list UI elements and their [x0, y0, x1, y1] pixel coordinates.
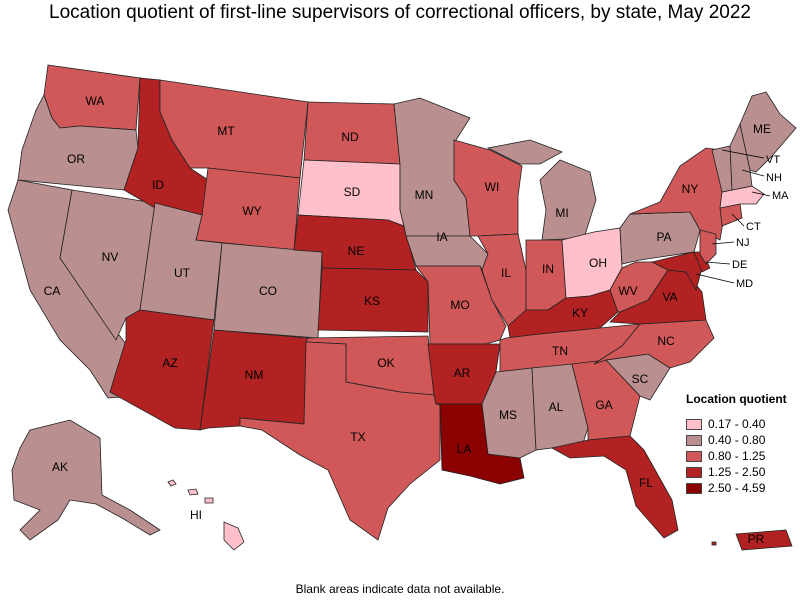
- footnote: Blank areas indicate data not available.: [295, 582, 505, 596]
- map-title: Location quotient of first-line supervis…: [49, 2, 751, 23]
- legend-row: 0.17 - 0.40: [686, 416, 787, 432]
- label-IN: IN: [542, 262, 554, 276]
- label-NY: NY: [682, 182, 699, 196]
- label-WI: WI: [485, 180, 500, 194]
- legend-swatch: [686, 482, 702, 494]
- label-MN: MN: [415, 188, 434, 202]
- label-OH: OH: [589, 256, 607, 270]
- label-NH: NH: [766, 172, 782, 184]
- label-DE: DE: [732, 259, 747, 271]
- legend-label: 1.25 - 2.50: [708, 465, 766, 479]
- label-PA: PA: [656, 230, 671, 244]
- legend-label: 0.17 - 0.40: [708, 417, 766, 431]
- label-VA: VA: [662, 290, 677, 304]
- label-HI: HI: [190, 508, 202, 522]
- state-NC[interactable]: [593, 319, 715, 369]
- label-UT: UT: [174, 266, 191, 280]
- label-CO: CO: [259, 284, 277, 298]
- legend: Location quotient 0.17 - 0.40 0.40 - 0.8…: [686, 392, 787, 496]
- state-NJ[interactable]: [699, 229, 717, 265]
- state-DE[interactable]: [693, 251, 711, 273]
- label-WV: WV: [618, 284, 637, 298]
- label-MS: MS: [499, 408, 517, 422]
- label-CA: CA: [44, 284, 61, 298]
- label-SD: SD: [344, 185, 361, 199]
- label-TN: TN: [552, 344, 568, 358]
- label-NE: NE: [348, 244, 365, 258]
- state-NH[interactable]: [729, 122, 753, 191]
- label-TX: TX: [350, 430, 365, 444]
- label-MO: MO: [450, 298, 469, 312]
- state-FL[interactable]: [550, 435, 679, 539]
- label-SC: SC: [632, 372, 649, 386]
- label-NJ: NJ: [736, 237, 749, 249]
- legend-label: 2.50 - 4.59: [708, 481, 766, 495]
- legend-swatch: [686, 466, 702, 478]
- label-AK: AK: [52, 460, 68, 474]
- legend-title: Location quotient: [686, 392, 787, 406]
- label-IA: IA: [436, 230, 447, 244]
- label-MI: MI: [555, 206, 568, 220]
- state-KS[interactable]: [317, 267, 429, 333]
- label-NM: NM: [245, 368, 264, 382]
- label-WA: WA: [86, 94, 105, 108]
- label-KY: KY: [572, 306, 588, 320]
- label-WY: WY: [242, 204, 261, 218]
- state-MI[interactable]: [539, 159, 597, 241]
- label-LA: LA: [457, 442, 472, 456]
- state-MI-UP[interactable]: [486, 139, 563, 165]
- legend-row: 2.50 - 4.59: [686, 480, 787, 496]
- callouts: VT NH MA CT NJ DE MD: [695, 149, 789, 290]
- legend-row: 0.80 - 1.25: [686, 448, 787, 464]
- legend-label: 0.80 - 1.25: [708, 449, 766, 463]
- legend-row: 1.25 - 2.50: [686, 464, 787, 480]
- label-OR: OR: [67, 152, 85, 166]
- state-AZ[interactable]: [109, 309, 215, 431]
- label-GA: GA: [595, 398, 612, 412]
- label-OK: OK: [377, 356, 394, 370]
- state-TX[interactable]: [239, 341, 441, 541]
- label-NC: NC: [657, 334, 675, 348]
- label-MD: MD: [736, 278, 753, 290]
- state-ME[interactable]: [739, 91, 797, 173]
- label-VT: VT: [766, 154, 780, 166]
- legend-row: 0.40 - 0.80: [686, 432, 787, 448]
- state-PR[interactable]: [711, 529, 793, 551]
- label-PR: PR: [748, 532, 765, 546]
- state-AK[interactable]: [11, 419, 161, 541]
- label-MA: MA: [772, 190, 789, 202]
- label-CT: CT: [746, 221, 761, 233]
- label-ID: ID: [152, 178, 164, 192]
- label-IL: IL: [501, 266, 511, 280]
- state-HI[interactable]: [167, 479, 245, 551]
- label-ND: ND: [341, 130, 359, 144]
- label-AZ: AZ: [162, 356, 177, 370]
- state-MT[interactable]: [159, 79, 309, 179]
- legend-swatch: [686, 418, 702, 430]
- label-KS: KS: [364, 294, 380, 308]
- label-NV: NV: [102, 250, 119, 264]
- label-AL: AL: [549, 400, 564, 414]
- legend-swatch: [686, 434, 702, 446]
- legend-label: 0.40 - 0.80: [708, 433, 766, 447]
- label-FL: FL: [639, 476, 653, 490]
- label-ME: ME: [753, 122, 771, 136]
- label-MT: MT: [217, 124, 235, 138]
- label-AR: AR: [454, 366, 471, 380]
- legend-swatch: [686, 450, 702, 462]
